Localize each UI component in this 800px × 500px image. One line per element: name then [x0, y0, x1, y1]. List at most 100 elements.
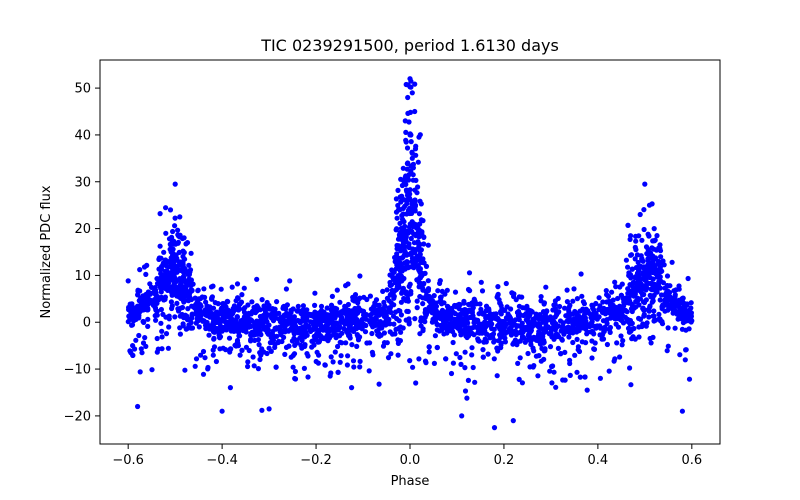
data-point: [418, 256, 424, 262]
data-point: [458, 361, 464, 367]
data-point: [459, 322, 465, 328]
data-point: [168, 249, 174, 255]
data-point: [245, 363, 251, 370]
data-point: [454, 325, 460, 331]
data-point: [318, 334, 325, 340]
data-point: [650, 295, 656, 301]
data-point: [163, 314, 169, 320]
data-point: [629, 266, 636, 272]
data-point: [399, 278, 405, 284]
data-point: [600, 318, 607, 324]
data-point: [458, 332, 464, 338]
data-point: [296, 318, 302, 324]
data-point: [403, 137, 409, 143]
data-point: [349, 385, 355, 391]
data-point: [301, 306, 307, 312]
data-point: [158, 306, 164, 313]
data-point: [382, 303, 388, 309]
data-point: [444, 287, 450, 293]
data-point: [422, 319, 428, 325]
data-point: [618, 333, 624, 339]
data-point: [457, 354, 463, 361]
data-point: [417, 294, 423, 300]
data-point: [633, 238, 639, 244]
data-point: [498, 340, 504, 346]
data-point: [195, 287, 201, 293]
data-point: [236, 329, 242, 335]
data-point: [172, 314, 178, 320]
data-point: [262, 309, 268, 315]
data-point: [400, 165, 406, 171]
data-point: [431, 293, 437, 299]
data-point: [142, 303, 148, 309]
data-point: [251, 304, 257, 310]
data-point: [474, 318, 480, 324]
data-point: [641, 291, 647, 298]
data-point: [130, 309, 136, 316]
data-point: [533, 311, 539, 317]
data-point: [564, 299, 571, 305]
data-point: [519, 320, 525, 326]
data-point: [595, 314, 601, 320]
data-point: [236, 301, 242, 308]
data-point: [391, 302, 397, 308]
data-point: [209, 311, 215, 317]
data-point: [577, 374, 583, 380]
data-point: [175, 240, 181, 246]
data-point: [239, 347, 245, 353]
data-point: [583, 340, 589, 346]
data-point: [268, 348, 274, 354]
data-point: [237, 323, 243, 330]
data-point: [426, 344, 432, 350]
data-point: [673, 287, 679, 293]
data-point: [589, 355, 595, 361]
data-point: [354, 343, 360, 349]
data-point: [201, 286, 207, 292]
data-point: [555, 332, 561, 338]
data-point: [218, 286, 224, 292]
data-point: [613, 284, 619, 290]
data-point: [425, 242, 431, 248]
data-point: [329, 293, 335, 299]
data-point: [170, 257, 176, 263]
data-point: [606, 299, 613, 305]
data-point: [619, 342, 625, 348]
data-point: [580, 321, 586, 327]
data-point: [342, 303, 348, 309]
data-point: [346, 333, 352, 339]
data-point: [540, 340, 547, 346]
data-point: [204, 310, 210, 316]
data-point: [211, 336, 217, 342]
data-point: [405, 94, 411, 101]
data-point: [322, 362, 328, 368]
data-point: [338, 313, 344, 319]
data-point: [584, 331, 590, 337]
data-point: [533, 337, 540, 343]
data-point: [491, 356, 497, 362]
data-point: [418, 247, 424, 253]
data-point: [398, 329, 404, 335]
data-point: [201, 318, 207, 324]
data-point: [332, 349, 338, 355]
data-point: [188, 320, 194, 326]
data-point: [591, 346, 597, 352]
data-point: [245, 302, 251, 308]
data-point: [485, 351, 491, 357]
data-point: [373, 316, 379, 322]
data-point: [257, 307, 263, 313]
data-point: [645, 231, 651, 237]
data-point: [602, 326, 609, 332]
data-point: [217, 335, 223, 341]
data-point: [143, 291, 149, 297]
data-point: [562, 377, 568, 383]
data-point: [494, 316, 500, 322]
data-point: [254, 318, 260, 324]
data-point: [564, 287, 570, 293]
data-point: [529, 323, 535, 329]
data-point: [400, 226, 406, 232]
data-point: [537, 332, 543, 338]
data-point: [159, 272, 166, 278]
data-point: [432, 301, 438, 307]
data-point: [444, 328, 451, 334]
data-point: [178, 277, 184, 283]
